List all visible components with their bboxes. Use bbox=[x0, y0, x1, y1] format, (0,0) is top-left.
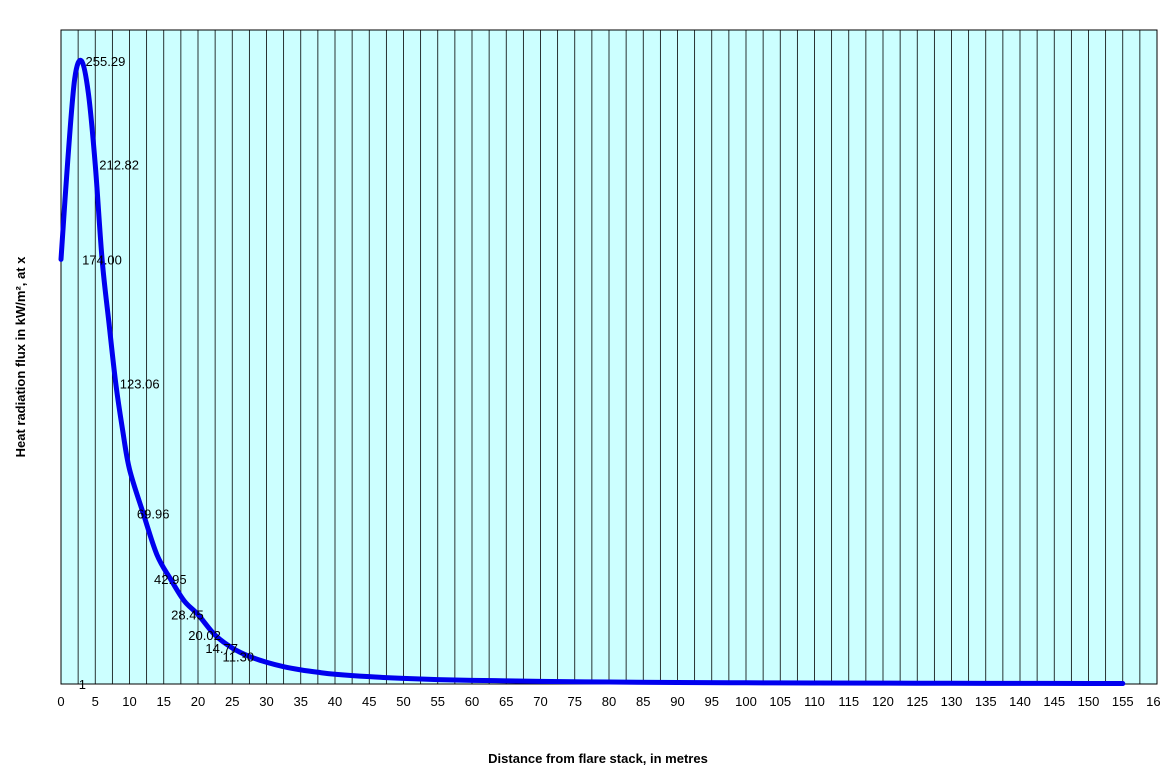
x-tick-label: 55 bbox=[431, 694, 445, 709]
data-label: 123.06 bbox=[120, 377, 160, 392]
x-tick-label: 15 bbox=[157, 694, 171, 709]
data-label: 20.02 bbox=[188, 628, 221, 643]
data-label: 174.00 bbox=[82, 252, 122, 267]
x-tick-label: 50 bbox=[396, 694, 410, 709]
x-tick-label: 25 bbox=[225, 694, 239, 709]
x-axis-tick-labels: 0 5 10 15 20 25 30 35 40 45 50 55 60 65 70 75 80 85 90 95 10… bbox=[57, 694, 1160, 709]
x-tick-label: 115 bbox=[838, 694, 859, 709]
data-label: 28.45 bbox=[171, 608, 204, 623]
x-tick-label: 40 bbox=[328, 694, 342, 709]
data-labels: 255.29 212.82 174.00 123.06 69.96 42.95 28.45 2… bbox=[79, 54, 254, 692]
x-tick-label: 105 bbox=[769, 694, 791, 709]
x-tick-label: 120 bbox=[872, 694, 894, 709]
x-tick-label: 135 bbox=[975, 694, 997, 709]
x-tick-label: 110 bbox=[804, 694, 825, 709]
x-tick-label: 100 bbox=[735, 694, 757, 709]
x-tick-label: 95 bbox=[705, 694, 719, 709]
vertical-gridlines bbox=[77, 30, 1141, 684]
y-axis-label: Heat radiation flux in kW/m², at x bbox=[13, 256, 28, 458]
x-tick-label: 75 bbox=[568, 694, 582, 709]
x-axis-label: Distance from flare stack, in metres bbox=[488, 751, 708, 766]
x-tick-label: 125 bbox=[906, 694, 928, 709]
x-tick-label: 70 bbox=[533, 694, 547, 709]
data-label: 11.30 bbox=[223, 649, 255, 664]
x-tick-label: 130 bbox=[941, 694, 963, 709]
x-tick-label: 145 bbox=[1043, 694, 1065, 709]
x-tick-label: 150 bbox=[1078, 694, 1100, 709]
data-label: 42.95 bbox=[154, 572, 187, 587]
data-label: 212.82 bbox=[99, 158, 139, 173]
x-tick-label: 30 bbox=[259, 694, 273, 709]
data-label: 1 bbox=[79, 677, 86, 692]
data-label: 14.77 bbox=[205, 641, 238, 656]
x-tick-label: 140 bbox=[1009, 694, 1031, 709]
x-tick-label: 155 bbox=[1112, 694, 1134, 709]
x-tick-label: 85 bbox=[636, 694, 650, 709]
x-tick-label: 0 bbox=[57, 694, 64, 709]
x-tick-label: 35 bbox=[294, 694, 308, 709]
x-tick-label: 10 bbox=[122, 694, 136, 709]
x-tick-label: 45 bbox=[362, 694, 376, 709]
x-tick-label: 5 bbox=[92, 694, 99, 709]
x-tick-label: 160 bbox=[1146, 694, 1160, 709]
x-tick-label: 60 bbox=[465, 694, 479, 709]
data-label: 255.29 bbox=[86, 54, 126, 69]
heat-flux-series-line bbox=[58, 57, 1126, 687]
data-label: 69.96 bbox=[137, 506, 170, 521]
x-tick-label: 80 bbox=[602, 694, 616, 709]
x-tick-label: 20 bbox=[191, 694, 205, 709]
x-tick-label: 90 bbox=[670, 694, 684, 709]
x-tick-label: 65 bbox=[499, 694, 513, 709]
